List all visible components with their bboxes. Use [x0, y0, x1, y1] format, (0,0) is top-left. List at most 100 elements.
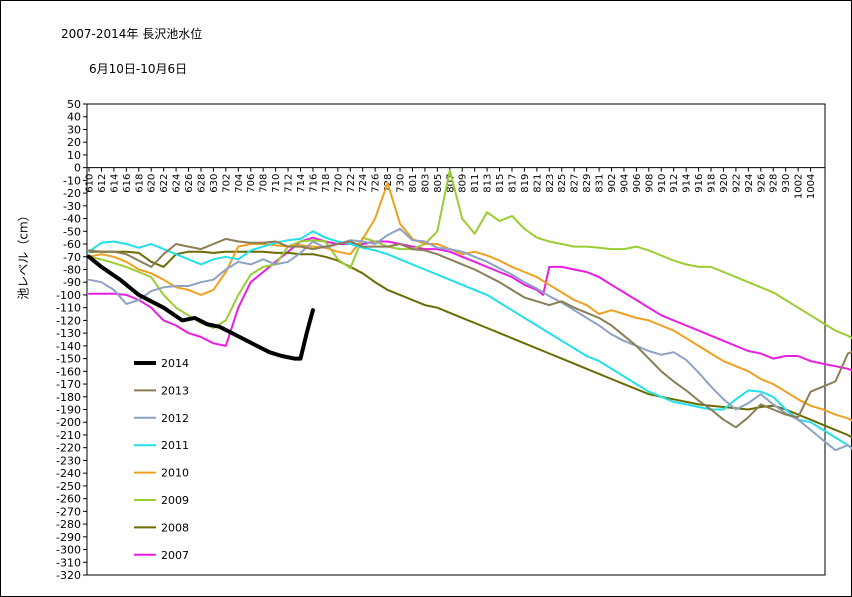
y-tick-label: -240	[56, 467, 81, 480]
x-tick-label: 928	[769, 174, 780, 193]
legend-label-2010: 2010	[161, 467, 189, 480]
y-tick-label: -60	[63, 238, 81, 251]
x-tick-label: 618	[134, 174, 145, 193]
y-tick-label: -230	[56, 454, 81, 467]
y-tick-label: -290	[56, 531, 81, 544]
x-tick-label: 809	[458, 174, 469, 193]
legend: 2014 2013 2012 2011 2010 2009 2008 2007	[134, 357, 189, 562]
x-tick-label: 819	[520, 174, 531, 193]
y-tick-label: -130	[56, 327, 81, 340]
x-tick-label: 829	[582, 174, 593, 193]
x-tick-label: 811	[470, 174, 481, 193]
y-tick-label: -170	[56, 378, 81, 391]
x-tick-label: 620	[147, 174, 158, 193]
y-tick-label: 0	[74, 162, 81, 175]
y-tick-label: -70	[63, 251, 81, 264]
x-tick-label: 906	[632, 174, 643, 193]
x-tick-label: 624	[172, 174, 183, 193]
series-line-2007	[88, 236, 852, 372]
y-tick-label: -80	[63, 263, 81, 276]
x-tick-label: 714	[296, 174, 307, 193]
series-lines	[87, 169, 852, 452]
y-tick-label: -200	[56, 416, 81, 429]
y-axis: -320-310-300-290-280-270-260-250-240-230…	[56, 98, 825, 582]
y-tick-label: -10	[63, 174, 81, 187]
y-tick-label: 50	[67, 98, 81, 111]
y-tick-label: -250	[56, 480, 81, 493]
x-tick-label: 628	[196, 174, 207, 193]
y-tick-label: 40	[67, 111, 81, 124]
x-tick-label: 815	[495, 174, 506, 193]
y-tick-label: -50	[63, 225, 81, 238]
legend-label-2008: 2008	[161, 521, 189, 534]
y-tick-label: -160	[56, 365, 81, 378]
y-tick-label: -300	[56, 544, 81, 557]
legend-label-2011: 2011	[161, 439, 189, 452]
legend-label-2009: 2009	[161, 494, 189, 507]
x-tick-label: 1004	[806, 174, 817, 199]
series-line-2008	[88, 250, 852, 439]
x-tick-label: 612	[97, 174, 108, 193]
y-tick-label: -100	[56, 289, 81, 302]
x-tick-label: 827	[570, 174, 581, 193]
x-tick-label: 610	[85, 174, 96, 193]
x-tick-label: 916	[694, 174, 705, 193]
x-tick-label: 823	[545, 174, 556, 193]
x-tick-label: 904	[619, 174, 630, 193]
x-tick-label: 813	[483, 174, 494, 193]
series-line-2012	[88, 227, 852, 452]
x-tick-label: 918	[707, 174, 718, 193]
x-tick-label: 807	[445, 174, 456, 193]
x-tick-label: 908	[644, 174, 655, 193]
y-tick-label: -110	[56, 302, 81, 315]
x-tick-label: 821	[532, 174, 543, 193]
y-tick-label: -40	[63, 213, 81, 226]
x-tick-label: 630	[209, 174, 220, 193]
chart-title: 2007-2014年 長沢池水位	[61, 27, 203, 41]
x-tick-label: 722	[346, 174, 357, 193]
x-tick-label: 626	[184, 174, 195, 193]
series-line-2010	[88, 181, 852, 422]
y-tick-label: -270	[56, 505, 81, 518]
x-tick-label: 718	[321, 174, 332, 193]
x-tick-label: 831	[595, 174, 606, 193]
y-tick-label: -30	[63, 200, 81, 213]
y-tick-label: -220	[56, 442, 81, 455]
y-tick-label: -280	[56, 518, 81, 531]
x-tick-label: 805	[433, 174, 444, 193]
x-tick-label: 730	[396, 174, 407, 193]
plot-area	[86, 103, 826, 576]
series-line-2011	[88, 230, 852, 450]
x-tick-label: 622	[159, 174, 170, 193]
legend-label-2012: 2012	[161, 412, 189, 425]
x-tick-label: 926	[756, 174, 767, 193]
series-line-2013	[88, 237, 852, 429]
x-tick-label: 616	[122, 174, 133, 193]
legend-label-2007: 2007	[161, 549, 189, 562]
y-tick-label: 10	[67, 149, 81, 162]
x-tick-label: 724	[358, 174, 369, 193]
y-tick-label: -320	[56, 569, 81, 582]
y-tick-label: -20	[63, 187, 81, 200]
x-tick-label: 912	[669, 174, 680, 193]
y-tick-label: -150	[56, 353, 81, 366]
x-axis: 610 612 614 616 618 620 622 624 626 628 630 702 704 7…	[85, 167, 817, 199]
x-tick-label: 803	[420, 174, 431, 193]
y-tick-label: -180	[56, 391, 81, 404]
y-tick-label: -120	[56, 314, 81, 327]
x-tick-label: 704	[234, 174, 245, 193]
x-tick-label: 922	[731, 174, 742, 193]
y-tick-label: -190	[56, 404, 81, 417]
x-tick-label: 710	[271, 174, 282, 193]
chart-subtitle: 6月10日-10月6日	[89, 62, 188, 76]
x-tick-label: 716	[308, 174, 319, 193]
legend-label-2013: 2013	[161, 384, 189, 397]
x-tick-label: 720	[333, 174, 344, 193]
y-tick-label: -140	[56, 340, 81, 353]
x-tick-label: 801	[408, 174, 419, 193]
x-tick-label: 910	[657, 174, 668, 193]
x-tick-label: 920	[719, 174, 730, 193]
series-line-2014	[87, 254, 315, 361]
legend-label-2014: 2014	[161, 357, 189, 370]
